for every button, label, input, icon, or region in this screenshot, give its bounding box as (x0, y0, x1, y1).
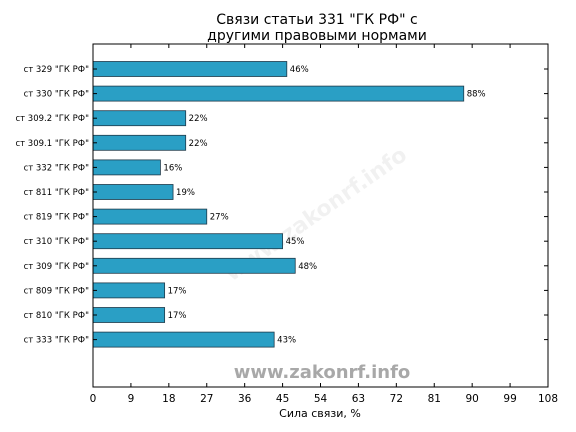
bar (92, 257, 296, 274)
x-tick-label: 45 (276, 393, 289, 405)
x-tick-label: 36 (238, 393, 252, 405)
y-tick-label: ст 333 "ГК РФ" (24, 336, 90, 346)
bar (92, 307, 166, 323)
x-tick-label: 99 (503, 393, 516, 405)
bar (92, 233, 283, 250)
bar (92, 61, 288, 77)
data-label: 43% (277, 336, 296, 346)
x-tick-label: 18 (162, 393, 175, 405)
y-tick-label: ст 809 "ГК РФ" (24, 286, 90, 296)
watermark-bottom: www.zakonrf.info (234, 362, 411, 383)
y-axis: ст 329 "ГК РФ" ст 330 "ГК РФ" ст 309.2 "ГК… (15, 65, 548, 346)
x-tick-label: 90 (465, 393, 478, 405)
bar (92, 331, 275, 348)
bar (92, 85, 465, 102)
y-tick-label: ст 810 "ГК РФ" (24, 311, 90, 321)
y-tick-label: ст 330 "ГК РФ" (24, 90, 90, 100)
data-label: 45% (286, 237, 305, 247)
plot-frame (92, 43, 549, 388)
y-tick-label: ст 309 "ГК РФ" (24, 262, 90, 272)
data-label: 46% (290, 65, 309, 75)
data-label: 88% (467, 90, 486, 100)
bar (92, 159, 161, 176)
x-tick-label: 54 (314, 393, 328, 405)
data-label: 17% (168, 311, 187, 321)
x-tick-label: 81 (428, 393, 441, 405)
bar (92, 282, 166, 299)
data-label: 19% (176, 188, 195, 198)
y-tick-label: ст 310 "ГК РФ" (24, 237, 90, 247)
x-axis-label: Сила связи, % (279, 407, 361, 420)
bar (92, 184, 174, 200)
y-tick-label: ст 309.1 "ГК РФ" (15, 139, 89, 149)
y-tick-label: ст 819 "ГК РФ" (24, 213, 90, 223)
data-label: 22% (189, 114, 208, 124)
data-label: 27% (210, 213, 229, 223)
chart-title-line-1: Связи статьи 331 "ГК РФ" с (216, 12, 417, 28)
x-tick-label: 63 (352, 393, 365, 405)
bars-group: 46% 88% 22% 22% 16% 19% 27% 45% 48% 17% 17% 43% (92, 61, 486, 348)
bar (92, 134, 187, 151)
data-label: 17% (168, 286, 187, 296)
x-tick-label: 27 (200, 393, 213, 405)
x-tick-label: 72 (390, 393, 403, 405)
bar (92, 208, 208, 225)
bar (92, 110, 187, 127)
y-tick-label: ст 309.2 "ГК РФ" (15, 114, 89, 124)
data-label: 48% (298, 262, 317, 272)
y-tick-label: ст 811 "ГК РФ" (24, 188, 90, 198)
x-tick-label: 0 (90, 393, 97, 405)
y-tick-label: ст 332 "ГК РФ" (24, 163, 90, 173)
data-label: 22% (189, 139, 208, 149)
x-tick-label: 108 (538, 393, 558, 405)
chart-title-line-2: другими правовыми нормами (207, 28, 427, 44)
y-tick-label: ст 329 "ГК РФ" (24, 65, 90, 75)
data-label: 16% (163, 163, 182, 173)
x-tick-label: 9 (128, 393, 135, 405)
x-axis: 0 9 18 27 36 45 54 63 72 81 90 99 108 (90, 44, 558, 405)
